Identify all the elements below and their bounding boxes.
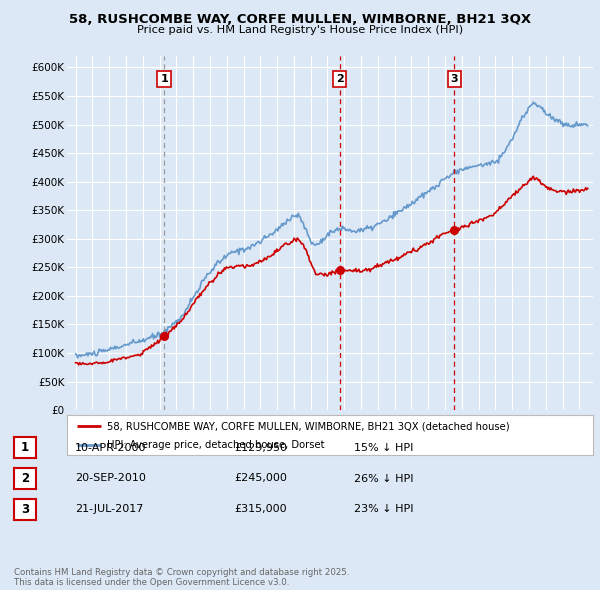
Text: 21-JUL-2017: 21-JUL-2017 [75, 504, 143, 514]
Text: 23% ↓ HPI: 23% ↓ HPI [354, 504, 413, 514]
Text: £245,000: £245,000 [234, 474, 287, 483]
Text: 1: 1 [160, 74, 168, 84]
Text: Contains HM Land Registry data © Crown copyright and database right 2025.
This d: Contains HM Land Registry data © Crown c… [14, 568, 350, 587]
Text: 15% ↓ HPI: 15% ↓ HPI [354, 443, 413, 453]
Text: £129,950: £129,950 [234, 443, 287, 453]
Text: 3: 3 [21, 503, 29, 516]
Text: 26% ↓ HPI: 26% ↓ HPI [354, 474, 413, 483]
Text: 58, RUSHCOMBE WAY, CORFE MULLEN, WIMBORNE, BH21 3QX (detached house): 58, RUSHCOMBE WAY, CORFE MULLEN, WIMBORN… [107, 421, 509, 431]
Text: 1: 1 [21, 441, 29, 454]
Text: Price paid vs. HM Land Registry's House Price Index (HPI): Price paid vs. HM Land Registry's House … [137, 25, 463, 35]
Text: 58, RUSHCOMBE WAY, CORFE MULLEN, WIMBORNE, BH21 3QX: 58, RUSHCOMBE WAY, CORFE MULLEN, WIMBORN… [69, 13, 531, 26]
Text: 2: 2 [335, 74, 343, 84]
Text: 3: 3 [451, 74, 458, 84]
Text: 10-APR-2000: 10-APR-2000 [75, 443, 146, 453]
Text: 2: 2 [21, 472, 29, 485]
Text: HPI: Average price, detached house, Dorset: HPI: Average price, detached house, Dors… [107, 440, 324, 450]
Text: 20-SEP-2010: 20-SEP-2010 [75, 474, 146, 483]
Text: £315,000: £315,000 [234, 504, 287, 514]
